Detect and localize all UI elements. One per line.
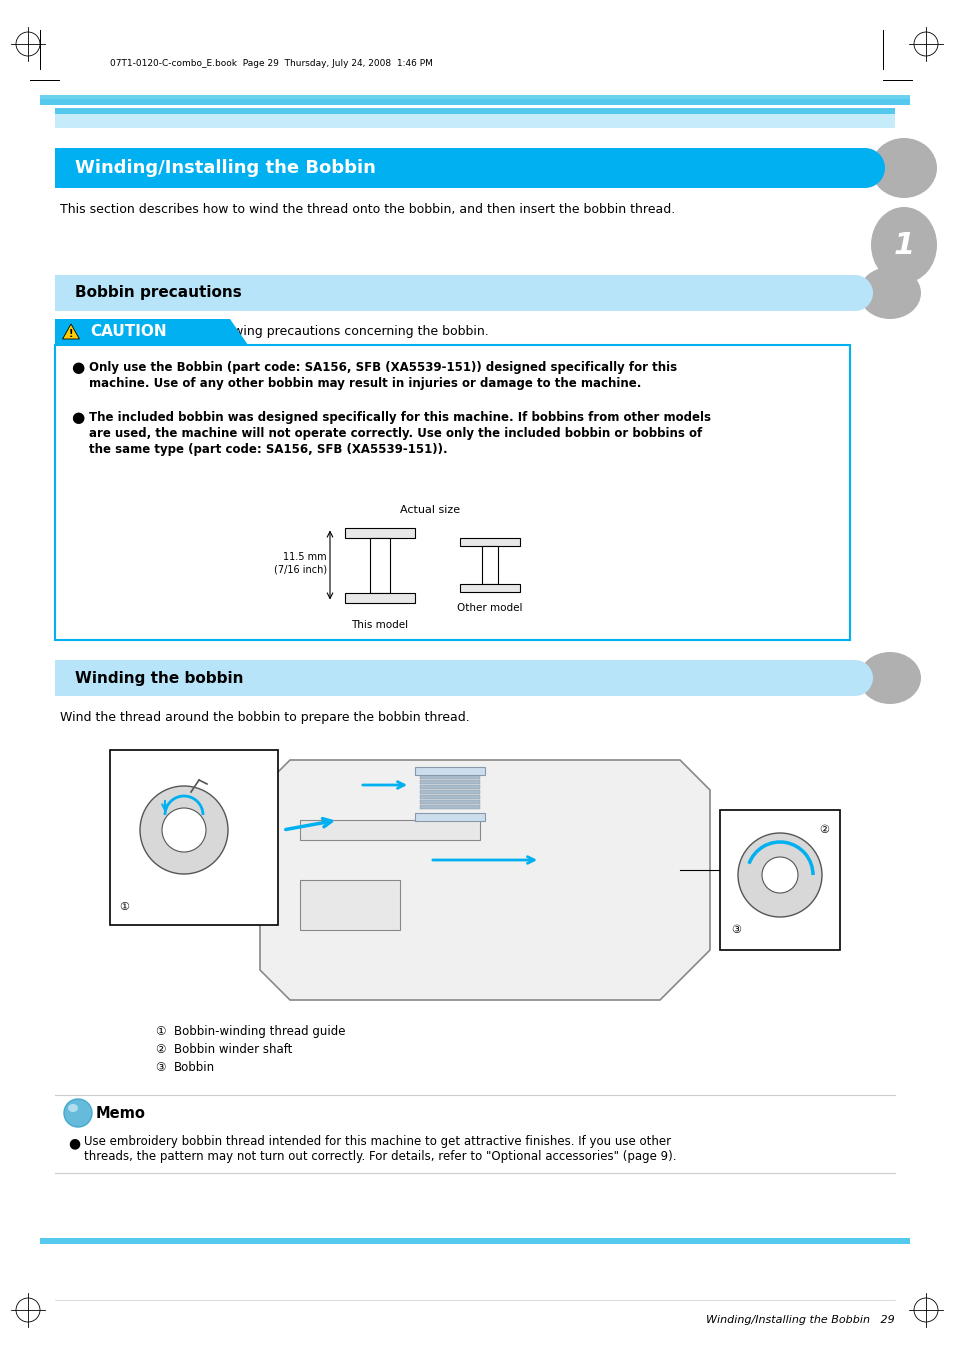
Text: CAUTION: CAUTION: [90, 324, 167, 339]
Bar: [882, 30, 883, 70]
Text: ●: ●: [71, 359, 84, 374]
Text: Bobbin winder shaft: Bobbin winder shaft: [173, 1043, 292, 1056]
Circle shape: [761, 857, 797, 893]
Polygon shape: [63, 324, 79, 339]
Bar: [55, 108, 894, 113]
Text: ②: ②: [818, 825, 828, 835]
Text: ③: ③: [154, 1061, 165, 1074]
Text: Bobbin: Bobbin: [173, 1061, 214, 1074]
Text: !: !: [69, 330, 73, 339]
Bar: [55, 661, 854, 696]
Text: ①: ①: [154, 1025, 165, 1038]
Bar: [55, 149, 864, 188]
Text: Actual size: Actual size: [399, 505, 459, 515]
Bar: [419, 775, 479, 780]
Bar: [299, 820, 479, 840]
Polygon shape: [55, 319, 248, 345]
Text: threads, the pattern may not turn out correctly. For details, refer to "Optional: threads, the pattern may not turn out co…: [84, 1150, 676, 1163]
Bar: [55, 345, 849, 640]
Circle shape: [738, 834, 821, 917]
Text: Be sure to observe the following precautions concerning the bobbin.: Be sure to observe the following precaut…: [60, 324, 488, 338]
Text: (7/16 inch): (7/16 inch): [274, 563, 327, 574]
Text: Winding the bobbin: Winding the bobbin: [75, 670, 243, 685]
Bar: [40, 30, 41, 70]
Bar: [419, 770, 479, 774]
Bar: [415, 767, 484, 775]
Text: ②: ②: [154, 1043, 165, 1056]
Ellipse shape: [870, 207, 936, 282]
Ellipse shape: [844, 149, 884, 188]
Text: This model: This model: [351, 620, 408, 630]
Ellipse shape: [858, 653, 920, 704]
Bar: [40, 1238, 909, 1244]
Text: the same type (part code: SA156, SFB (XA5539-151)).: the same type (part code: SA156, SFB (XA…: [89, 443, 447, 455]
Text: ①: ①: [119, 902, 129, 912]
Bar: [419, 790, 479, 794]
Bar: [459, 584, 519, 592]
Bar: [370, 538, 390, 593]
Text: Other model: Other model: [456, 603, 522, 613]
Ellipse shape: [64, 1098, 91, 1127]
Text: This section describes how to wind the thread onto the bobbin, and then insert t: This section describes how to wind the t…: [60, 204, 675, 216]
Text: ●: ●: [68, 1136, 80, 1150]
Text: Only use the Bobbin (part code: SA156, SFB (XA5539-151)) designed specifically f: Only use the Bobbin (part code: SA156, S…: [89, 361, 677, 373]
Bar: [299, 880, 399, 929]
Text: Wind the thread around the bobbin to prepare the bobbin thread.: Wind the thread around the bobbin to pre…: [60, 712, 469, 724]
Bar: [345, 527, 415, 538]
Text: 1: 1: [892, 231, 914, 259]
Text: 07T1-0120-C-combo_E.book  Page 29  Thursday, July 24, 2008  1:46 PM: 07T1-0120-C-combo_E.book Page 29 Thursda…: [110, 59, 433, 69]
Polygon shape: [260, 761, 709, 1000]
Text: Winding/Installing the Bobbin: Winding/Installing the Bobbin: [75, 159, 375, 177]
Ellipse shape: [858, 267, 920, 319]
Text: The included bobbin was designed specifically for this machine. If bobbins from : The included bobbin was designed specifi…: [89, 411, 710, 423]
Text: ③: ③: [730, 925, 740, 935]
Text: ●: ●: [71, 409, 84, 424]
Text: Bobbin-winding thread guide: Bobbin-winding thread guide: [173, 1025, 345, 1038]
Text: are used, the machine will not operate correctly. Use only the included bobbin o: are used, the machine will not operate c…: [89, 427, 701, 439]
Text: Use embroidery bobbin thread intended for this machine to get attractive finishe: Use embroidery bobbin thread intended fo…: [84, 1135, 670, 1148]
Text: Bobbin precautions: Bobbin precautions: [75, 285, 241, 300]
Ellipse shape: [836, 276, 872, 311]
Ellipse shape: [836, 661, 872, 696]
Bar: [55, 276, 854, 311]
Bar: [419, 794, 479, 798]
Bar: [40, 95, 909, 105]
Bar: [419, 785, 479, 789]
Bar: [40, 95, 909, 99]
Ellipse shape: [68, 1104, 78, 1112]
Bar: [415, 813, 484, 821]
Bar: [720, 811, 840, 950]
Text: 11.5 mm: 11.5 mm: [283, 553, 327, 562]
Bar: [459, 538, 519, 546]
Bar: [419, 805, 479, 809]
Bar: [345, 593, 415, 603]
Text: machine. Use of any other bobbin may result in injuries or damage to the machine: machine. Use of any other bobbin may res…: [89, 377, 640, 389]
Circle shape: [162, 808, 206, 852]
Text: Winding/Installing the Bobbin   29: Winding/Installing the Bobbin 29: [705, 1315, 894, 1325]
Ellipse shape: [870, 138, 936, 199]
Bar: [419, 800, 479, 804]
Bar: [110, 750, 277, 925]
Bar: [481, 546, 497, 584]
Bar: [55, 113, 894, 128]
Circle shape: [140, 786, 228, 874]
Bar: [419, 780, 479, 784]
Text: Memo: Memo: [96, 1105, 146, 1120]
